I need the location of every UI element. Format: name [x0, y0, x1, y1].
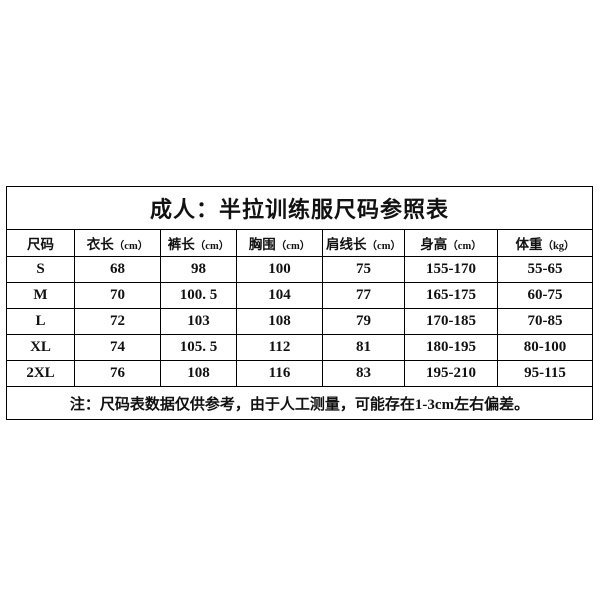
- column-header-height-label: 身高: [420, 237, 448, 252]
- column-header-size-label: 尺码: [27, 237, 54, 252]
- cell-pants-length: 105. 5: [160, 334, 237, 361]
- column-header-height-unit: （cm）: [447, 241, 482, 252]
- column-header-coat-length-label: 衣长: [86, 237, 114, 252]
- column-header-weight-unit: （kg）: [542, 241, 575, 252]
- table-row: S 68 98 100 75 155-170 55-65: [6, 256, 593, 283]
- cell-shoulder: 79: [322, 308, 405, 335]
- cell-bust: 116: [236, 360, 323, 387]
- cell-height: 170-185: [404, 308, 498, 335]
- column-header-weight: 体重（kg）: [497, 229, 593, 257]
- cell-coat-length: 68: [74, 256, 161, 283]
- table-header-row: 尺码 衣长（cm） 裤长（cm） 胸围（cm） 肩线长（cm） 身高（cm） 体…: [6, 229, 593, 257]
- cell-pants-length: 98: [160, 256, 237, 283]
- size-chart-container: 成人：半拉训练服尺码参照表 尺码 衣长（cm） 裤长（cm） 胸围（cm） 肩线…: [6, 186, 593, 420]
- cell-pants-length: 108: [160, 360, 237, 387]
- cell-size: L: [6, 308, 75, 335]
- cell-size: 2XL: [6, 360, 75, 387]
- column-header-size: 尺码: [6, 229, 75, 257]
- column-header-shoulder-unit: （cm）: [366, 241, 401, 252]
- table-row: L 72 103 108 79 170-185 70-85: [6, 308, 593, 335]
- measurement-note: 注：尺码表数据仅供参考，由于人工测量，可能存在1-3cm左右偏差。: [6, 386, 593, 420]
- note-row: 注：尺码表数据仅供参考，由于人工测量，可能存在1-3cm左右偏差。: [6, 386, 593, 420]
- cell-height: 165-175: [404, 282, 498, 309]
- cell-bust: 100: [236, 256, 323, 283]
- column-header-bust-label: 胸围: [248, 237, 276, 252]
- cell-weight: 95-115: [497, 360, 593, 387]
- column-header-height: 身高（cm）: [404, 229, 498, 257]
- cell-weight: 60-75: [497, 282, 593, 309]
- cell-weight: 70-85: [497, 308, 593, 335]
- cell-height: 155-170: [404, 256, 498, 283]
- column-header-pants-length-unit: （cm）: [194, 241, 230, 252]
- cell-shoulder: 77: [322, 282, 405, 309]
- cell-weight: 55-65: [497, 256, 593, 283]
- cell-bust: 104: [236, 282, 323, 309]
- table-row: M 70 100. 5 104 77 165-175 60-75: [6, 282, 593, 309]
- cell-coat-length: 74: [74, 334, 161, 361]
- cell-size: S: [6, 256, 75, 283]
- cell-weight: 80-100: [497, 334, 593, 361]
- page-title: 成人：半拉训练服尺码参照表: [6, 186, 593, 230]
- cell-pants-length: 100. 5: [160, 282, 237, 309]
- column-header-pants-length: 裤长（cm）: [160, 229, 237, 257]
- cell-bust: 108: [236, 308, 323, 335]
- cell-bust: 112: [236, 334, 323, 361]
- cell-shoulder: 81: [322, 334, 405, 361]
- cell-size: M: [6, 282, 75, 309]
- cell-shoulder: 75: [322, 256, 405, 283]
- column-header-shoulder-label: 肩线长: [326, 237, 367, 252]
- cell-coat-length: 70: [74, 282, 161, 309]
- column-header-bust-unit: （cm）: [275, 241, 311, 252]
- title-row: 成人：半拉训练服尺码参照表: [6, 186, 593, 230]
- column-header-shoulder: 肩线长（cm）: [322, 229, 405, 257]
- column-header-coat-length-unit: （cm）: [113, 241, 149, 252]
- cell-size: XL: [6, 334, 75, 361]
- cell-pants-length: 103: [160, 308, 237, 335]
- size-chart-table: 成人：半拉训练服尺码参照表 尺码 衣长（cm） 裤长（cm） 胸围（cm） 肩线…: [6, 186, 593, 420]
- cell-coat-length: 76: [74, 360, 161, 387]
- column-header-bust: 胸围（cm）: [236, 229, 323, 257]
- cell-height: 195-210: [404, 360, 498, 387]
- column-header-coat-length: 衣长（cm）: [74, 229, 161, 257]
- table-row: XL 74 105. 5 112 81 180-195 80-100: [6, 334, 593, 361]
- table-row: 2XL 76 108 116 83 195-210 95-115: [6, 360, 593, 387]
- cell-shoulder: 83: [322, 360, 405, 387]
- cell-height: 180-195: [404, 334, 498, 361]
- column-header-weight-label: 体重: [515, 237, 543, 252]
- cell-coat-length: 72: [74, 308, 161, 335]
- column-header-pants-length-label: 裤长: [167, 237, 195, 252]
